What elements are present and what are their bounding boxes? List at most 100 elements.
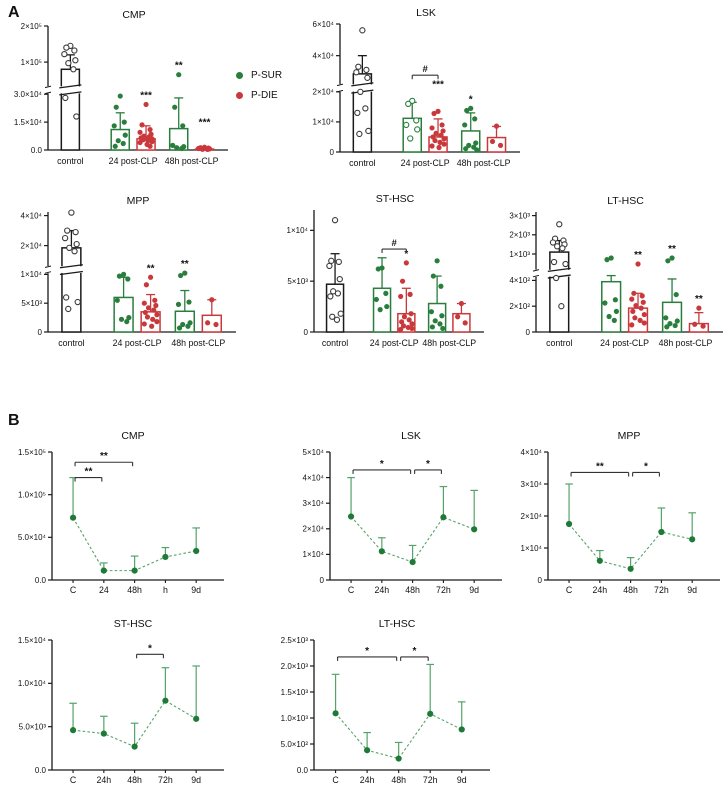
svg-text:control: control: [349, 158, 375, 168]
svg-text:*: *: [469, 94, 473, 105]
svg-text:48h: 48h: [127, 775, 142, 785]
legend: P-SUR P-DIE: [236, 70, 282, 101]
svg-text:**: **: [695, 294, 703, 305]
svg-text:**: **: [175, 61, 183, 72]
svg-text:1×10⁴: 1×10⁴: [303, 550, 325, 559]
svg-text:4×10²: 4×10²: [509, 276, 530, 285]
svg-text:CMP: CMP: [121, 430, 144, 442]
svg-text:C: C: [332, 775, 339, 785]
svg-text:24 post-CLP: 24 post-CLP: [370, 338, 419, 348]
svg-text:**: **: [147, 263, 155, 274]
svg-text:0: 0: [304, 328, 309, 337]
svg-text:48h post-CLP: 48h post-CLP: [659, 338, 713, 348]
chart-a-cmp: CMP 2×10⁵ 1×10⁵ 3.0×10⁴ 1.5×10⁴ 0.0 *** ** *** co…: [0, 6, 230, 178]
svg-text:2×10⁴: 2×10⁴: [313, 88, 335, 97]
svg-text:3×10⁴: 3×10⁴: [303, 499, 325, 508]
svg-text:**: **: [181, 259, 189, 270]
svg-text:5×10³: 5×10³: [287, 277, 308, 286]
svg-text:**: **: [596, 461, 604, 472]
svg-text:h: h: [163, 585, 168, 595]
svg-text:72h: 72h: [158, 775, 173, 785]
chart-b-cmp: CMP 1.5×10⁵ 1.0×10⁵ 5.0×10⁴ 0.0 C 24 48h h 9d ** **: [2, 424, 228, 606]
svg-text:0.0: 0.0: [35, 766, 47, 775]
svg-text:***: ***: [199, 117, 211, 128]
legend-label-p-die: P-DIE: [251, 90, 278, 101]
chart-svg-b-lthsc: LT-HSC 2.5×10³ 2.0×10³ 1.5×10³ 1.0×10³ 5.0×10…: [281, 618, 490, 785]
chart-svg-b-cmp: CMP 1.5×10⁵ 1.0×10⁵ 5.0×10⁴ 0.0 C 24 48h h 9d ** **: [18, 430, 224, 595]
legend-item-p-sur: P-SUR: [236, 70, 282, 81]
svg-text:#: #: [422, 64, 428, 75]
chart-svg-b-lsk: LSK 5×10⁴ 4×10⁴ 3×10⁴ 2×10⁴ 1×10⁴ 0 C 24h 48h 72h 9…: [303, 430, 502, 595]
svg-text:2×10⁴: 2×10⁴: [521, 512, 543, 521]
svg-text:24: 24: [99, 585, 109, 595]
svg-text:5.0×10²: 5.0×10²: [281, 740, 309, 749]
svg-text:24 post-CLP: 24 post-CLP: [109, 156, 158, 166]
chart-svg-b-sthsc: ST-HSC 1.5×10⁴ 1.0×10⁴ 5.0×10³ 0.0 C 24h 48h 72h…: [18, 618, 224, 785]
svg-text:***: ***: [140, 90, 152, 101]
svg-text:*: *: [380, 459, 384, 470]
svg-text:C: C: [70, 585, 77, 595]
svg-text:48h post-CLP: 48h post-CLP: [165, 156, 219, 166]
svg-text:1×10⁴: 1×10⁴: [21, 270, 43, 279]
chart-svg-a-lthsc: LT-HSC 3×10³ 2×10³ 1×10³ 4×10² 2×10² 0 ** ** ** co…: [509, 195, 723, 348]
svg-text:LSK: LSK: [401, 430, 421, 442]
svg-text:LT-HSC: LT-HSC: [379, 618, 416, 630]
svg-text:0: 0: [526, 328, 531, 337]
svg-text:5×10³: 5×10³: [21, 299, 42, 308]
svg-text:48h: 48h: [405, 585, 420, 595]
chart-svg-a-cmp: CMP2×10⁵1×10⁵3.0×10⁴1.5×10⁴0.0********co…: [14, 9, 228, 166]
svg-text:1×10⁵: 1×10⁵: [21, 58, 42, 67]
svg-text:48h post-CLP: 48h post-CLP: [422, 338, 476, 348]
svg-text:0: 0: [330, 148, 335, 157]
p-sur-dot-icon: [236, 72, 243, 79]
svg-text:***: ***: [432, 79, 444, 90]
svg-text:3×10⁴: 3×10⁴: [521, 480, 543, 489]
svg-text:72h: 72h: [436, 585, 451, 595]
svg-text:0: 0: [538, 576, 543, 585]
svg-text:3×10³: 3×10³: [509, 211, 530, 220]
chart-a-mpp: MPP 4×10⁴ 2×10⁴ 1×10⁴ 5×10³ 0 ** ** control 24 po…: [0, 192, 238, 360]
legend-label-p-sur: P-SUR: [251, 70, 283, 81]
svg-text:9d: 9d: [191, 775, 201, 785]
svg-text:6×10⁴: 6×10⁴: [313, 20, 335, 29]
svg-text:1.5×10⁴: 1.5×10⁴: [18, 636, 47, 645]
svg-text:2×10⁴: 2×10⁴: [21, 241, 43, 250]
svg-text:1×10⁴: 1×10⁴: [521, 544, 543, 553]
svg-text:24 post-CLP: 24 post-CLP: [401, 158, 450, 168]
svg-text:4×10⁴: 4×10⁴: [303, 473, 325, 482]
svg-text:control: control: [546, 338, 572, 348]
svg-text:**: **: [668, 244, 676, 255]
svg-text:0.0: 0.0: [31, 146, 43, 155]
svg-text:C: C: [348, 585, 355, 595]
chart-svg-a-sthsc: ST-HSC 1×10⁴ 5×10³ 0 * # control 24 post-CLP 48h…: [287, 193, 484, 348]
svg-text:4×10⁴: 4×10⁴: [21, 211, 43, 220]
svg-text:2×10⁴: 2×10⁴: [303, 525, 325, 534]
svg-text:0: 0: [38, 328, 43, 337]
svg-text:4×10⁴: 4×10⁴: [313, 51, 335, 60]
svg-text:control: control: [58, 338, 84, 348]
chart-a-st-hsc: ST-HSC 1×10⁴ 5×10³ 0 * # control 24 post-CLP 48h…: [266, 190, 486, 360]
svg-text:*: *: [365, 646, 369, 657]
chart-a-lsk: LSK 6×10⁴ 4×10⁴ 2×10⁴ 1×10⁴ 0 *** * # control 24 p…: [292, 4, 522, 180]
svg-text:2×10²: 2×10²: [509, 302, 530, 311]
svg-text:ST-HSC: ST-HSC: [114, 618, 153, 630]
svg-text:48h post-CLP: 48h post-CLP: [457, 158, 511, 168]
svg-text:1.5×10⁴: 1.5×10⁴: [14, 118, 43, 127]
svg-text:1.0×10⁴: 1.0×10⁴: [18, 679, 47, 688]
svg-text:72h: 72h: [654, 585, 669, 595]
svg-text:*: *: [404, 249, 408, 260]
svg-text:1.5×10³: 1.5×10³: [281, 688, 309, 697]
svg-text:9d: 9d: [457, 775, 467, 785]
svg-text:**: **: [634, 250, 642, 261]
svg-text:0.0: 0.0: [35, 576, 47, 585]
svg-text:control: control: [57, 156, 83, 166]
p-die-dot-icon: [236, 92, 243, 99]
legend-item-p-die: P-DIE: [236, 90, 282, 101]
chart-b-lsk: LSK 5×10⁴ 4×10⁴ 3×10⁴ 2×10⁴ 1×10⁴ 0 C 24h 48h 72h 9…: [280, 424, 506, 606]
svg-text:24h: 24h: [592, 585, 607, 595]
svg-text:ST-HSC: ST-HSC: [376, 193, 415, 205]
svg-text:1×10⁴: 1×10⁴: [313, 118, 335, 127]
svg-text:24h: 24h: [360, 775, 375, 785]
